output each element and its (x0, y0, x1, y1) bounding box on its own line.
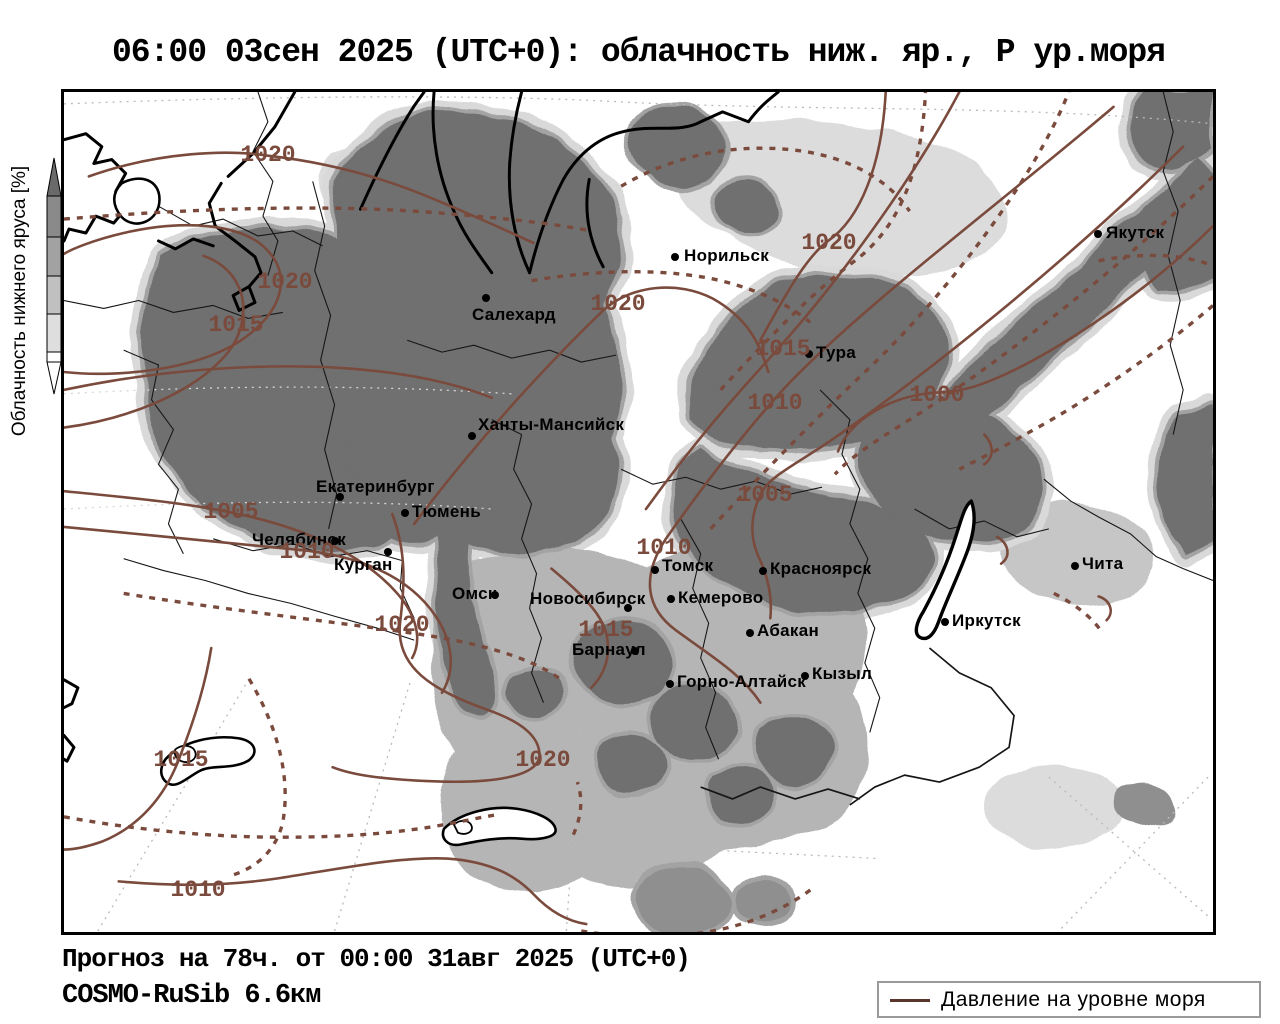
city-dot (491, 591, 499, 599)
city-dot (331, 537, 339, 545)
city-dot (482, 294, 490, 302)
colorbar (46, 157, 62, 395)
city-label: Тюмень (412, 502, 482, 521)
legend-box: Давление на уровне моря (877, 981, 1261, 1018)
city-label: Абакан (757, 621, 820, 640)
isobar-label: 1005 (203, 499, 259, 525)
city-dot (805, 350, 813, 358)
city-dot (671, 253, 679, 261)
isobar-label: 1020 (240, 142, 296, 168)
isobar-label: 1020 (590, 291, 646, 317)
city-dot (624, 604, 632, 612)
city-label: Тура (816, 343, 857, 362)
city-label: Горно-Алтайск (677, 672, 807, 691)
page-title: 06:00 03сен 2025 (UTC+0): облачность ниж… (112, 34, 1166, 71)
city-dot (468, 432, 476, 440)
city-label: Чита (1082, 554, 1124, 573)
city-label: Ханты-Мансийск (478, 415, 625, 434)
isobar-label: 1015 (153, 747, 209, 773)
city-label: Курган (334, 555, 393, 574)
isobar-label: 1020 (801, 230, 857, 256)
legend-label: Давление на уровне моря (941, 988, 1206, 1011)
isobar-label: 1020 (515, 747, 571, 773)
city-dot (384, 548, 392, 556)
city-dot (631, 647, 639, 655)
city-dot (336, 493, 344, 501)
isobar-label: 1000 (909, 382, 965, 408)
city-dot (746, 629, 754, 637)
region-borders-layer (64, 92, 1213, 806)
city-label: Иркутск (952, 611, 1021, 630)
pressure-line-swatch (890, 999, 930, 1002)
city-label: Томск (662, 556, 714, 575)
city-dot (801, 672, 809, 680)
city-dot (651, 566, 659, 574)
city-label: Норильск (684, 246, 770, 265)
map-canvas (64, 92, 1213, 932)
city-dot (941, 618, 949, 626)
isobar-label: 1010 (279, 539, 335, 565)
map-labels-overlay: Норильск Салехард Тура Якутск Ханты-Мансийск… (64, 92, 1213, 932)
map-frame: Норильск Салехард Тура Якутск Ханты-Мансийск… (61, 89, 1216, 935)
city-dot (759, 567, 767, 575)
city-dot (401, 509, 409, 517)
city-label: Омск (452, 584, 497, 603)
city-label: Салехард (472, 305, 556, 324)
isobar-label: 1015 (578, 617, 634, 643)
city-dot (666, 680, 674, 688)
city-dot (1071, 562, 1079, 570)
city-label: Новосибирск (530, 589, 646, 608)
city-label: Кызыл (812, 664, 873, 683)
isobar-label: 1010 (747, 390, 803, 416)
city-label: Барнаул (572, 640, 646, 659)
model-name-text: COSMO-RuSib 6.6км (62, 981, 321, 1011)
isobar-label: 1010 (636, 535, 692, 561)
coastline-layer (64, 92, 976, 847)
colorbar-axis-label: Облачность нижнего яруса [%] (9, 165, 30, 437)
graticule-layer (64, 96, 1213, 932)
isobar-label: 1010 (170, 877, 226, 903)
isobar-label: 1005 (737, 482, 793, 508)
forecast-init-text: Прогноз на 78ч. от 00:00 31авг 2025 (UTC… (62, 944, 691, 974)
city-label: Якутск (1106, 223, 1165, 242)
city-label: Кемерово (678, 588, 764, 607)
isobar-label: 1015 (208, 312, 264, 338)
city-label: Челябинск (252, 530, 347, 549)
city-dot (1094, 230, 1102, 238)
city-label: Красноярск (770, 559, 872, 578)
isobar-label: 1020 (374, 612, 430, 638)
city-label: Екатеринбург (316, 477, 435, 496)
isobar-label: 1020 (257, 269, 313, 295)
isobar-label: 1015 (755, 336, 811, 362)
city-dot (667, 595, 675, 603)
isobar-layer (64, 92, 1213, 932)
